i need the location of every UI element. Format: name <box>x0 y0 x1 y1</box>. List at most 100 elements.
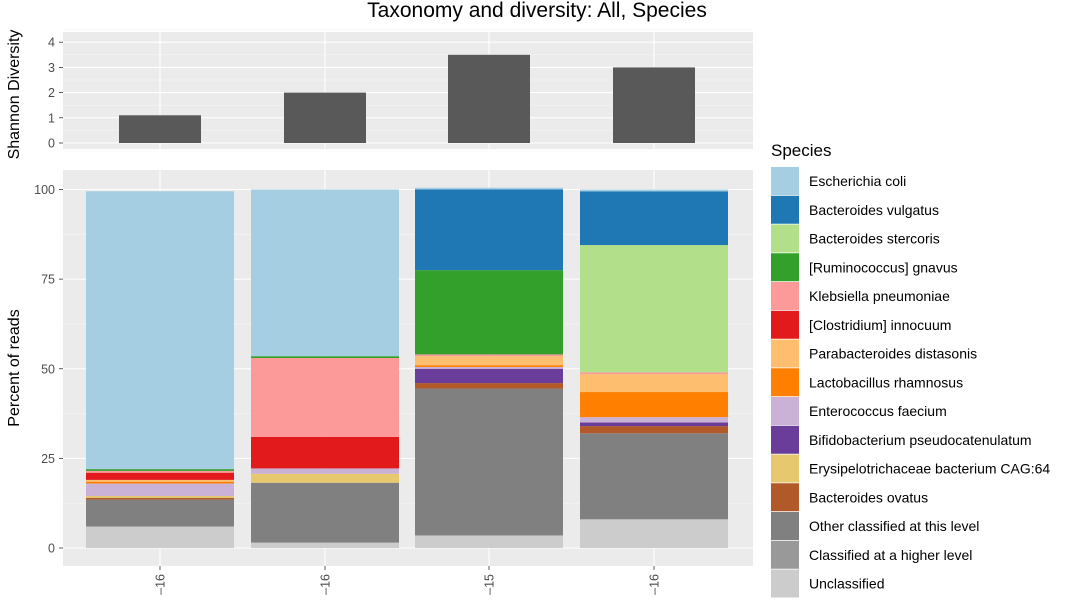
stacked-bar-segment <box>415 189 563 271</box>
stacked-bar-segment <box>415 365 563 367</box>
legend-item: Enterococcus faecium <box>771 397 947 425</box>
shannon-bar <box>613 67 695 143</box>
stacked-bar-segment <box>580 426 728 434</box>
legend-swatch <box>771 167 799 195</box>
stacked-bar-segment <box>86 481 234 484</box>
stacked-bar-segment <box>251 356 399 358</box>
legend-item: Bacteroides stercoris <box>771 224 940 253</box>
stacked-bar-segment <box>415 388 563 536</box>
stacked-bar-segment <box>415 354 563 357</box>
legend-swatch <box>771 195 799 224</box>
stacked-bar-segment <box>580 392 728 418</box>
reads-y-tick-label: 25 <box>41 452 55 466</box>
legend-item: Lactobacillus rhamnosus <box>771 368 963 397</box>
stacked-bar-segment <box>251 357 399 437</box>
stacked-bar-segment <box>251 542 399 548</box>
legend-label: [Clostridium] innocuum <box>809 317 951 333</box>
stacked-bar-segment <box>415 187 563 190</box>
stacked-bar-segment <box>415 368 563 384</box>
reads-y-axis-label: Percent of reads <box>6 309 23 426</box>
stacked-bar-segment <box>251 436 399 469</box>
stacked-bar-segment <box>86 479 234 482</box>
legend-label: Bacteroides vulgatus <box>809 202 939 218</box>
stacked-bar-segment <box>251 482 399 543</box>
stacked-bar-segment <box>86 191 234 470</box>
legend-label: [Ruminococcus] gnavus <box>809 259 958 275</box>
reads-y-tick-label: 75 <box>41 273 55 287</box>
legend-item: Other classified at this level <box>771 512 979 540</box>
reads-y-tick-label: 50 <box>41 362 55 376</box>
legend-label: Unclassified <box>809 576 884 592</box>
stacked-bar-segment <box>86 497 234 500</box>
legend-label: Bacteroides stercoris <box>809 231 940 247</box>
legend-item: [Clostridium] innocuum <box>771 310 951 339</box>
stacked-bar-segment <box>86 526 234 548</box>
stacked-bar-segment <box>415 356 563 366</box>
legend-label: Escherichia coli <box>809 173 906 189</box>
percent-reads-panel: 0 25 50 75 100 –16 –16 –15 –16 Percent of reads <box>6 170 753 595</box>
legend-label: Lactobacillus rhamnosus <box>809 374 963 390</box>
legend-item: Bacteroides ovatus <box>771 483 928 512</box>
legend: Escherichia coli Bacteroides vulgatus Bact… <box>771 167 1050 598</box>
stacked-bar-segment <box>580 189 728 192</box>
shannon-y-tick-label: 0 <box>48 137 55 151</box>
legend-swatch <box>771 253 799 282</box>
legend-title: Species <box>771 141 831 160</box>
legend-swatch <box>771 454 799 483</box>
shannon-y-tick-label: 4 <box>48 36 55 50</box>
legend-swatch <box>771 282 799 310</box>
legend-swatch <box>771 569 799 598</box>
stacked-bar-segment <box>415 366 563 369</box>
stacked-bar-segment <box>86 469 234 471</box>
shannon-bar <box>448 54 530 143</box>
reads-y-tick-label: 100 <box>34 183 55 197</box>
shannon-y-tick-label: 2 <box>48 86 55 100</box>
stacked-bar-segment <box>580 422 728 427</box>
x-tick-label: –16 <box>319 574 333 595</box>
stacked-bar-segment <box>251 468 399 474</box>
legend-swatch <box>771 339 799 368</box>
stacked-bar-segment <box>251 473 399 483</box>
legend-swatch <box>771 397 799 425</box>
legend-swatch <box>771 310 799 339</box>
legend-item: Escherichia coli <box>771 167 906 195</box>
legend-item: Unclassified <box>771 569 884 598</box>
stacked-bar-segment <box>415 270 563 355</box>
legend-item: Parabacteroides distasonis <box>771 339 977 368</box>
stacked-bar-segment <box>580 245 728 373</box>
legend-label: Bifidobacterium pseudocatenulatum <box>809 432 1032 448</box>
shannon-y-tick-label: 3 <box>48 61 55 75</box>
stacked-bar-segment <box>580 374 728 393</box>
stacked-bar-segment <box>86 483 234 497</box>
legend-item: Erysipelotrichaceae bacterium CAG:64 <box>771 454 1050 483</box>
legend-item: Klebsiella pneumoniae <box>771 282 950 310</box>
x-tick-label: –15 <box>483 574 497 595</box>
legend-label: Bacteroides ovatus <box>809 489 928 505</box>
shannon-diversity-panel: 0 1 2 3 4 Shannon Diversity <box>6 29 753 160</box>
legend-item: Bifidobacterium pseudocatenulatum <box>771 425 1032 454</box>
reads-y-tick-label: 0 <box>48 542 55 556</box>
legend-label: Erysipelotrichaceae bacterium CAG:64 <box>809 461 1050 477</box>
stacked-bar-segment <box>580 191 728 246</box>
legend-label: Klebsiella pneumoniae <box>809 288 950 304</box>
stacked-bar-segment <box>580 417 728 423</box>
legend-swatch <box>771 540 799 569</box>
stacked-bar-segment <box>415 383 563 389</box>
stacked-bar-segment <box>415 535 563 548</box>
chart-title: Taxonomy and diversity: All, Species <box>367 0 707 22</box>
legend-swatch <box>771 512 799 540</box>
shannon-bar <box>119 115 201 143</box>
x-tick-label: –16 <box>154 574 168 595</box>
shannon-y-axis-label: Shannon Diversity <box>6 30 23 160</box>
x-tick-label: –16 <box>648 574 662 595</box>
legend-label: Other classified at this level <box>809 518 979 534</box>
legend-swatch <box>771 483 799 512</box>
legend-item: [Ruminococcus] gnavus <box>771 253 958 282</box>
stacked-bar-segment <box>86 470 234 473</box>
stacked-bar-segment <box>251 189 399 357</box>
legend-item: Classified at a higher level <box>771 540 972 569</box>
shannon-bar <box>284 92 366 143</box>
legend-label: Enterococcus faecium <box>809 403 947 419</box>
shannon-y-tick-label: 1 <box>48 111 55 125</box>
